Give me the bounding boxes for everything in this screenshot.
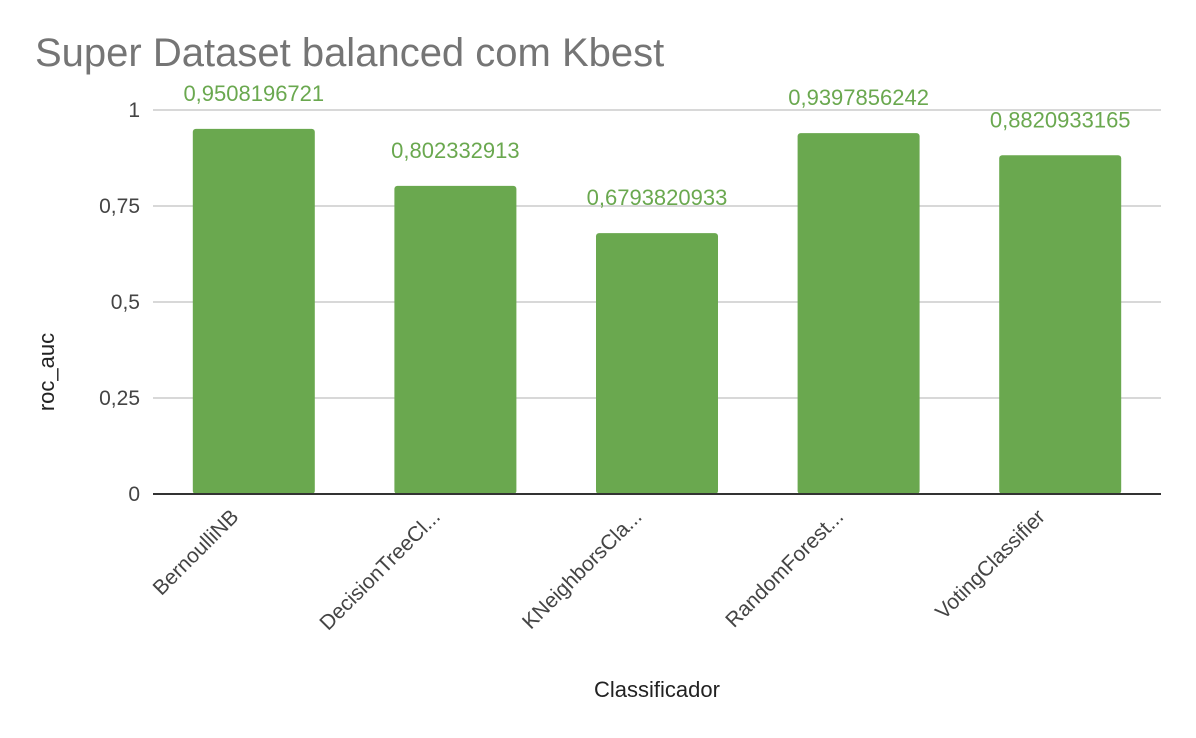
y-tick-label: 0 bbox=[128, 483, 140, 506]
data-label: 0,6793820933 bbox=[587, 185, 728, 210]
bar bbox=[394, 185, 517, 494]
bar bbox=[596, 233, 718, 494]
y-tick-label: 0,5 bbox=[111, 291, 140, 314]
bar bbox=[192, 128, 315, 494]
y-tick-label: 0,75 bbox=[99, 195, 140, 218]
bar bbox=[999, 155, 1122, 494]
data-label: 0,9397856242 bbox=[788, 85, 929, 110]
bars bbox=[192, 128, 1122, 494]
data-label: 0,8820933165 bbox=[990, 107, 1131, 132]
y-tick-label: 0,25 bbox=[99, 387, 140, 410]
data-labels: 0,9508196721 0,802332913 0,6793820933 0,939… bbox=[183, 81, 1130, 210]
y-tick-label: 1 bbox=[128, 99, 140, 122]
bar bbox=[797, 133, 920, 494]
y-axis-ticks: 0 0,25 0,5 0,75 1 bbox=[99, 99, 140, 506]
data-label: 0,9508196721 bbox=[183, 81, 324, 106]
x-tick-label: KNeighborsCla... bbox=[518, 505, 647, 634]
x-axis-label: Classificador bbox=[594, 677, 720, 702]
data-label: 0,802332913 bbox=[391, 138, 519, 163]
y-axis-label: roc_auc bbox=[34, 333, 59, 411]
chart-title: Super Dataset balanced com Kbest bbox=[35, 31, 664, 75]
x-tick-label: VotingClassifier bbox=[931, 505, 1050, 624]
x-axis-ticks: BernoulliNB DecisionTreeCl... KNeighborsCl… bbox=[149, 505, 1050, 635]
x-tick-label: BernoulliNB bbox=[149, 505, 244, 600]
x-tick-label: DecisionTreeCl... bbox=[315, 505, 445, 635]
x-tick-label: RandomForest... bbox=[721, 505, 848, 632]
